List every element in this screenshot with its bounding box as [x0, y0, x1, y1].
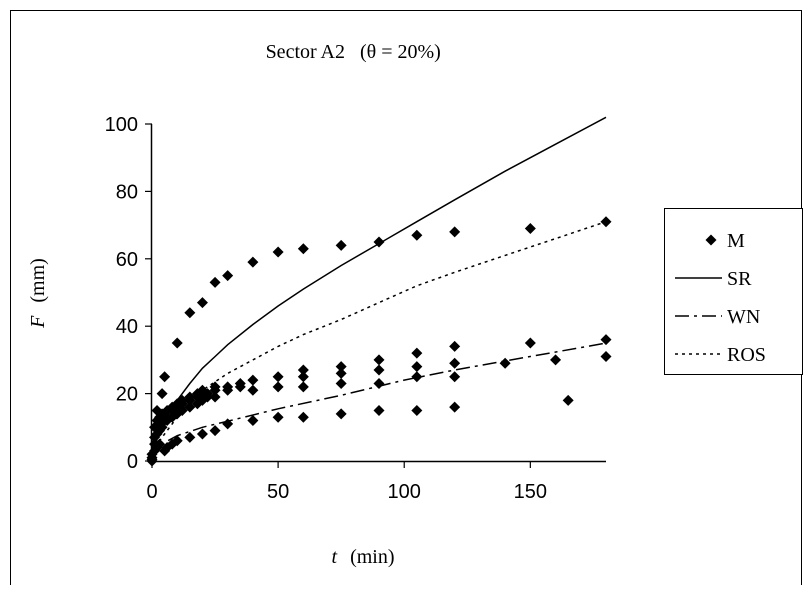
- data-point-m: [411, 404, 423, 416]
- y-tick-label: 20: [116, 384, 138, 406]
- data-point-m: [209, 276, 221, 288]
- legend-marker-m: [705, 234, 717, 246]
- data-point-m: [449, 371, 461, 383]
- data-point-m: [247, 415, 259, 427]
- data-point-m: [449, 340, 461, 352]
- x-axis-var: t: [332, 546, 338, 568]
- data-point-m: [159, 371, 171, 383]
- x-tick-label: 0: [146, 481, 157, 503]
- series-line-ros: [151, 220, 607, 462]
- data-point-m: [550, 354, 562, 366]
- legend-label-wn: WN: [727, 306, 760, 328]
- data-point-m: [272, 246, 284, 258]
- data-point-m: [335, 377, 347, 389]
- data-point-m: [449, 226, 461, 238]
- data-point-m: [171, 337, 183, 349]
- data-point-m: [297, 243, 309, 255]
- y-axis-var: F: [27, 315, 49, 329]
- y-axis-unit: (mm): [27, 258, 49, 302]
- data-point-m: [196, 428, 208, 440]
- data-point-m: [234, 377, 246, 389]
- data-point-m: [247, 256, 259, 268]
- legend-label-m: M: [727, 230, 745, 252]
- y-tick-label: 100: [105, 114, 138, 136]
- legend-box: [664, 208, 803, 375]
- data-point-m: [600, 216, 612, 228]
- legend: M SR WN ROS: [664, 208, 803, 375]
- axes: 0 50 100 150 0 20 40 60 80 100: [105, 114, 606, 503]
- data-point-m: [297, 364, 309, 376]
- data-point-m: [449, 401, 461, 413]
- data-point-m: [272, 371, 284, 383]
- y-tick-label: 40: [116, 316, 138, 338]
- y-tick-label: 60: [116, 249, 138, 271]
- legend-items: M SR WN ROS: [675, 230, 766, 366]
- data-point-m: [209, 425, 221, 437]
- data-point-m: [373, 354, 385, 366]
- plot-area: [146, 116, 612, 467]
- x-tick-label: 100: [388, 481, 421, 503]
- x-tick-label: 150: [514, 481, 547, 503]
- y-tick-label: 0: [127, 451, 138, 473]
- data-point-m: [222, 381, 234, 393]
- data-point-m: [373, 377, 385, 389]
- data-point-m: [373, 236, 385, 248]
- data-point-m: [171, 435, 183, 447]
- data-point-m: [209, 391, 221, 403]
- data-point-m: [196, 297, 208, 309]
- data-point-m: [562, 394, 574, 406]
- data-point-m: [297, 411, 309, 423]
- data-point-m: [411, 347, 423, 359]
- data-point-m: [272, 411, 284, 423]
- legend-label-ros: ROS: [727, 344, 766, 366]
- data-point-m: [335, 408, 347, 420]
- data-point-m: [449, 357, 461, 369]
- data-point-m: [222, 270, 234, 282]
- data-point-m: [335, 367, 347, 379]
- data-point-m: [272, 381, 284, 393]
- data-point-m: [524, 337, 536, 349]
- data-point-m: [499, 357, 511, 369]
- data-point-m: [209, 381, 221, 393]
- chart-title-condition: (θ = 20%): [360, 41, 441, 63]
- data-point-m: [600, 351, 612, 363]
- data-point-m: [335, 239, 347, 251]
- data-point-m: [411, 361, 423, 373]
- data-point-m: [373, 364, 385, 376]
- y-tick-label: 80: [116, 181, 138, 203]
- data-point-m: [297, 381, 309, 393]
- data-point-m: [600, 334, 612, 346]
- data-point-m: [411, 371, 423, 383]
- data-point-m: [156, 388, 168, 400]
- data-point-m: [335, 361, 347, 373]
- data-point-m: [222, 418, 234, 430]
- data-point-m: [247, 374, 259, 386]
- x-tick-label: 50: [267, 481, 289, 503]
- legend-label-sr: SR: [727, 268, 752, 290]
- x-axis-title: t (min): [332, 546, 395, 568]
- data-point-m: [524, 222, 536, 234]
- chart-title: Sector A2: [266, 41, 345, 63]
- y-axis-title: F (mm): [27, 258, 49, 329]
- data-point-m: [184, 431, 196, 443]
- data-point-m: [373, 404, 385, 416]
- data-point-m: [411, 229, 423, 241]
- data-point-m: [247, 384, 259, 396]
- data-point-m: [184, 307, 196, 319]
- data-point-m: [297, 371, 309, 383]
- x-axis-unit: (min): [350, 546, 394, 568]
